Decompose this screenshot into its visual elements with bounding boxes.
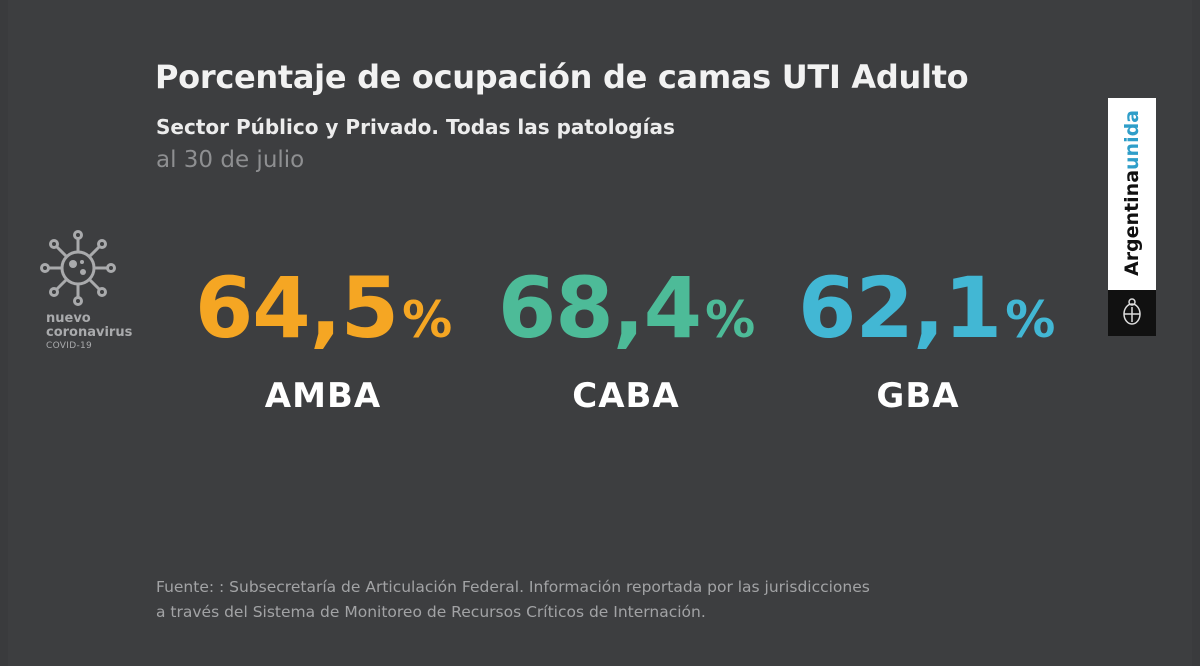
stat-number: 64,5 [194, 259, 399, 357]
stat-unit: % [402, 291, 452, 349]
stat-gba: 62,1% GBA [798, 258, 1055, 416]
logo-text-covid: COVID-19 [46, 341, 93, 351]
report-date: al 30 de julio [156, 147, 305, 173]
stat-label: GBA [876, 376, 960, 416]
stat-amba: 64,5% AMBA [188, 258, 458, 416]
stat-unit: % [1005, 291, 1055, 349]
coat-of-arms-icon [1123, 298, 1141, 325]
stat-value: 64,5% [188, 258, 458, 370]
stat-unit: % [705, 291, 755, 349]
logo-text-coronavirus: coronavirus [46, 325, 133, 340]
brand-wordmark: Argentinaunida [1108, 98, 1156, 288]
emblem-box [1108, 290, 1156, 336]
brand-word-unida: unida [1121, 109, 1143, 170]
coronavirus-logo: nuevo coronavirus COVID-19 [36, 228, 146, 351]
stat-label: CABA [572, 376, 680, 416]
source-line-2: a través del Sistema de Monitoreo de Rec… [156, 603, 706, 621]
stat-value: 62,1% [798, 258, 1055, 370]
stat-value: 68,4% [486, 258, 766, 370]
source-note: Fuente: : Subsecretaría de Articulación … [156, 575, 870, 625]
infographic-frame: Porcentaje de ocupación de camas UTI Adu… [8, 0, 1192, 666]
logo-text-nuevo: nuevo [46, 311, 91, 326]
stat-number: 62,1 [798, 259, 1002, 357]
stat-label: AMBA [264, 376, 382, 416]
page-title: Porcentaje de ocupación de camas UTI Adu… [155, 58, 969, 96]
brand-word-argentina: Argentina [1121, 169, 1143, 277]
virus-icon [40, 230, 116, 306]
source-line-1: Fuente: : Subsecretaría de Articulación … [156, 578, 870, 596]
page-subtitle: Sector Público y Privado. Todas las pato… [156, 115, 675, 139]
argentina-unida-badge: Argentinaunida [1108, 98, 1156, 336]
stat-caba: 68,4% CABA [486, 258, 766, 416]
stat-number: 68,4 [497, 259, 702, 357]
